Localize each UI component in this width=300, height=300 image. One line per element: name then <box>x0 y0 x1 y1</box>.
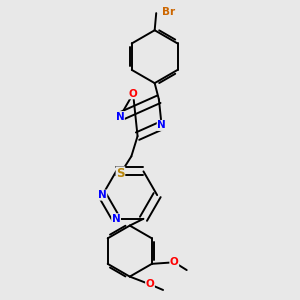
Text: Br: Br <box>162 7 175 16</box>
Text: N: N <box>98 190 107 200</box>
Text: S: S <box>116 167 125 180</box>
Text: N: N <box>116 112 124 122</box>
Text: O: O <box>146 279 154 290</box>
Text: O: O <box>129 89 137 99</box>
Text: O: O <box>170 257 178 267</box>
Text: N: N <box>112 214 121 224</box>
Text: N: N <box>157 120 166 130</box>
